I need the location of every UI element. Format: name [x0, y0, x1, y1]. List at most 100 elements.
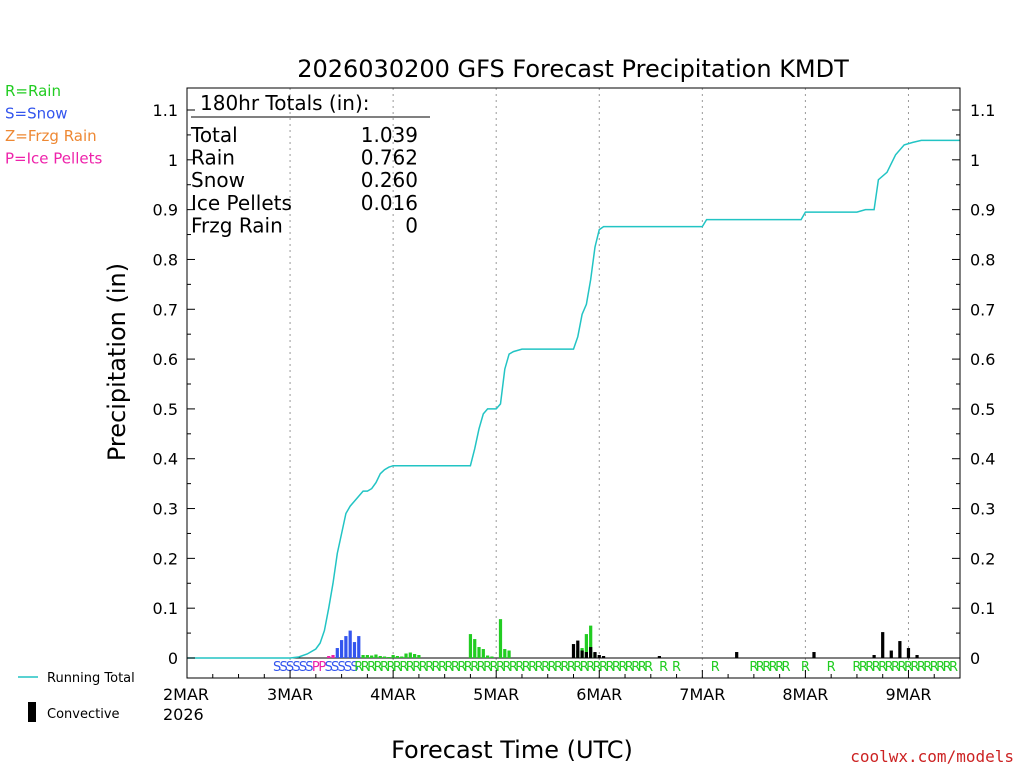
- ptype-mark-2: S: [344, 660, 352, 675]
- y-tick-label-right-0: 0: [970, 649, 980, 668]
- bar-rain-26: [589, 625, 593, 658]
- bar-rain-16: [477, 647, 481, 658]
- y-axis-left: 0 0.1 0.2 0.3 0.4 0.5 0.6 0.7 0.8 0.9 1 1.1: [153, 101, 195, 668]
- ptype-mark-2: S: [331, 660, 339, 675]
- ptype-mark-3: R: [490, 660, 499, 675]
- y-tick-label-right-11: 1.1: [970, 101, 995, 120]
- ptype-mark-3: R: [406, 660, 415, 675]
- ptype-mark-3: R: [496, 660, 505, 675]
- ptype-mark-10: R: [923, 660, 932, 675]
- ptype-mark-2: S: [350, 660, 358, 675]
- bar-convective-3: [584, 652, 588, 658]
- bar-rain-25: [584, 634, 588, 658]
- y-tick-label-right-3: 0.3: [970, 500, 995, 519]
- ptype-mark-3: R: [560, 660, 569, 675]
- x-tick-label-5: 7MAR: [679, 685, 725, 704]
- totals-value-2: 0.260: [361, 168, 418, 192]
- bar-rain-11: [408, 652, 412, 658]
- bar-snow-0: [335, 648, 339, 658]
- ptype-mark-3: R: [464, 660, 473, 675]
- ptype-mark-3: R: [618, 660, 627, 675]
- bar-rain-19: [490, 656, 494, 658]
- ptype-mark-3: R: [515, 660, 524, 675]
- ptype-mark-3: R: [554, 660, 563, 675]
- chart-title: 2026030200 GFS Forecast Precipitation KM…: [297, 55, 849, 83]
- ptype-mark-10: R: [936, 660, 945, 675]
- ptype-mark-0: S: [279, 660, 287, 675]
- bar-rain-14: [468, 634, 473, 658]
- y-axis-label: Precipitation (in): [103, 263, 131, 461]
- totals-label-1: Rain: [191, 146, 235, 170]
- bar-rain-20: [498, 619, 503, 658]
- bar-rain-12: [412, 654, 417, 658]
- bar-convective-12: [881, 632, 885, 658]
- y-tick-label-right-1: 0.1: [970, 599, 995, 618]
- ptype-mark-10: R: [910, 660, 919, 675]
- y-tick-label-left-5: 0.5: [153, 400, 178, 419]
- totals-header: 180hr Totals (in):: [200, 91, 370, 115]
- y-tick-label-right-9: 0.9: [970, 201, 995, 220]
- bar-rain-21: [503, 649, 507, 658]
- y-tick-label-right-5: 0.5: [970, 400, 995, 419]
- ptype-mark-0: S: [292, 660, 300, 675]
- bar-snow-2: [344, 636, 348, 658]
- x-tick-sublabel-0: 2026: [163, 705, 204, 724]
- y-tick-label-right-6: 0.6: [970, 350, 995, 369]
- bar-convective-11: [872, 655, 876, 658]
- y-tick-label-left-7: 0.7: [153, 300, 178, 319]
- totals-value-0: 1.039: [361, 123, 418, 147]
- bar-convective-8: [657, 656, 661, 658]
- ptype-mark-10: R: [885, 660, 894, 675]
- bar-snow-4: [352, 642, 357, 658]
- bar-ice-pellets-1: [331, 655, 335, 658]
- y-tick-label-right-4: 0.4: [970, 450, 995, 469]
- bar-convective-2: [580, 650, 584, 658]
- ptype-mark-3: R: [599, 660, 608, 675]
- ptype-mark-7: R: [782, 660, 791, 675]
- ptype-mark-3: R: [586, 660, 595, 675]
- ptype-mark-3: R: [399, 660, 408, 675]
- ptype-mark-6: R: [711, 660, 720, 675]
- bar-rain-15: [473, 639, 477, 658]
- y-tick-label-left-10: 1: [168, 151, 178, 170]
- bar-rain-4: [378, 656, 382, 658]
- ptype-mark-7: R: [756, 660, 765, 675]
- x-tick-label-2: 4MAR: [370, 685, 416, 704]
- y-tick-label-right-7: 0.7: [970, 300, 995, 319]
- bar-convective-1: [576, 640, 580, 658]
- y-axis-right: 0 0.1 0.2 0.3 0.4 0.5 0.6 0.7 0.8 0.9 1 1.1: [952, 101, 995, 668]
- bar-convective-14: [898, 641, 902, 658]
- ptype-mark-3: R: [483, 660, 492, 675]
- totals-label-0: Total: [190, 123, 238, 147]
- plot-frame: [186, 87, 961, 679]
- ptype-mark-3: R: [548, 660, 557, 675]
- ptype-mark-2: S: [325, 660, 333, 675]
- ptype-mark-3: R: [612, 660, 621, 675]
- y-tick-label-left-3: 0.3: [153, 500, 178, 519]
- bar-snow-3: [348, 630, 352, 658]
- precip-bars: [327, 619, 919, 658]
- ptype-mark-3: R: [573, 660, 582, 675]
- x-tick-label-0: 2MAR: [163, 685, 209, 704]
- ptype-mark-7: R: [769, 660, 778, 675]
- convective-legend-label: Convective: [47, 707, 120, 722]
- ptype-mark-3: R: [386, 660, 395, 675]
- bar-convective-7: [601, 656, 606, 658]
- ptype-mark-3: R: [509, 660, 518, 675]
- bar-convective-15: [906, 648, 911, 658]
- bar-rain-0: [361, 655, 365, 658]
- totals-value-3: 0.016: [361, 191, 418, 215]
- ptype-mark-3: R: [528, 660, 537, 675]
- x-tick-label-1: 3MAR: [267, 685, 313, 704]
- legend-type-3: P=Ice Pellets: [5, 150, 102, 168]
- line-legend: Running Total Convective: [18, 671, 135, 722]
- bar-convective-16: [915, 655, 919, 658]
- ptype-mark-10: R: [872, 660, 881, 675]
- ptype-mark-10: R: [949, 660, 958, 675]
- x-tick-label-6: 8MAR: [782, 685, 828, 704]
- ptype-mark-3: R: [535, 660, 544, 675]
- ptype-mark-9: R: [827, 660, 836, 675]
- ptype-mark-3: R: [470, 660, 479, 675]
